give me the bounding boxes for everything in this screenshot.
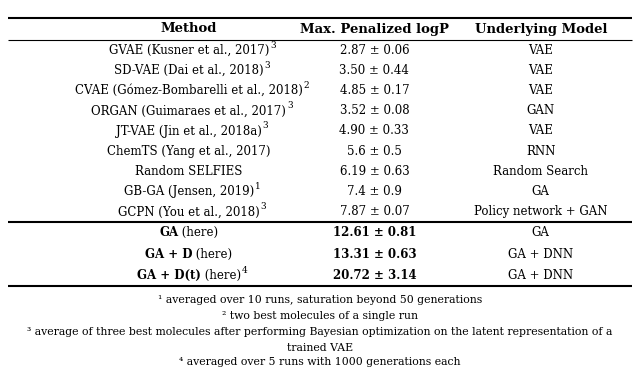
Text: Underlying Model: Underlying Model (474, 22, 607, 35)
Text: GA + D: GA + D (145, 247, 193, 260)
Text: 3.52 ± 0.08: 3.52 ± 0.08 (340, 104, 409, 117)
Text: (here): (here) (179, 226, 218, 239)
Text: SD-VAE (Dai et al., 2018): SD-VAE (Dai et al., 2018) (114, 64, 264, 77)
Text: 13.31 ± 0.63: 13.31 ± 0.63 (333, 247, 416, 260)
Text: GA: GA (532, 185, 550, 198)
Text: 4.85 ± 0.17: 4.85 ± 0.17 (340, 84, 409, 97)
Text: GA: GA (159, 226, 179, 239)
Text: (here): (here) (193, 247, 232, 260)
Text: ³ average of three best molecules after performing Bayesian optimization on the : ³ average of three best molecules after … (28, 327, 612, 337)
Text: 3: 3 (270, 41, 276, 49)
Text: 3.50 ± 0.44: 3.50 ± 0.44 (339, 64, 410, 77)
Text: 1: 1 (255, 182, 260, 191)
Text: Max. Penalized logP: Max. Penalized logP (300, 22, 449, 35)
Text: VAE: VAE (529, 84, 553, 97)
Text: 2: 2 (304, 81, 309, 90)
Text: ChemTS (Yang et al., 2017): ChemTS (Yang et al., 2017) (107, 145, 271, 158)
Text: ¹ averaged over 10 runs, saturation beyond 50 generations: ¹ averaged over 10 runs, saturation beyo… (158, 295, 482, 305)
Text: 3: 3 (287, 101, 293, 110)
Text: 7.87 ± 0.07: 7.87 ± 0.07 (340, 205, 409, 218)
Text: GVAE (Kusner et al., 2017): GVAE (Kusner et al., 2017) (109, 44, 269, 57)
Text: GB-GA (Jensen, 2019): GB-GA (Jensen, 2019) (124, 185, 254, 198)
Text: 3: 3 (264, 61, 270, 70)
Text: VAE: VAE (529, 64, 553, 77)
Text: CVAE (Gómez-Bombarelli et al., 2018): CVAE (Gómez-Bombarelli et al., 2018) (75, 84, 303, 97)
Text: ORGAN (Guimaraes et al., 2017): ORGAN (Guimaraes et al., 2017) (92, 104, 286, 117)
Text: 2.87 ± 0.06: 2.87 ± 0.06 (340, 44, 409, 57)
Text: Policy network + GAN: Policy network + GAN (474, 205, 607, 218)
Text: 4.90 ± 0.33: 4.90 ± 0.33 (339, 125, 410, 138)
Text: GA + D(t): GA + D(t) (137, 269, 201, 282)
Text: VAE: VAE (529, 44, 553, 57)
Text: ² two best molecules of a single run: ² two best molecules of a single run (222, 311, 418, 321)
Text: RNN: RNN (526, 145, 556, 158)
Text: 12.61 ± 0.81: 12.61 ± 0.81 (333, 226, 416, 239)
Text: (here): (here) (201, 269, 241, 282)
Text: 5.6 ± 0.5: 5.6 ± 0.5 (347, 145, 402, 158)
Text: GA + DNN: GA + DNN (508, 247, 573, 260)
Text: 4: 4 (242, 266, 248, 275)
Text: 7.4 ± 0.9: 7.4 ± 0.9 (347, 185, 402, 198)
Text: Method: Method (161, 22, 217, 35)
Text: 3: 3 (260, 202, 266, 211)
Text: GA + DNN: GA + DNN (508, 269, 573, 282)
Text: 20.72 ± 3.14: 20.72 ± 3.14 (333, 269, 416, 282)
Text: VAE: VAE (529, 125, 553, 138)
Text: GA: GA (532, 226, 550, 239)
Text: JT-VAE (Jin et al., 2018a): JT-VAE (Jin et al., 2018a) (116, 125, 262, 138)
Text: 3: 3 (263, 122, 268, 131)
Text: Random SELFIES: Random SELFIES (135, 165, 243, 178)
Text: GCPN (You et al., 2018): GCPN (You et al., 2018) (118, 205, 260, 218)
Text: trained VAE: trained VAE (287, 343, 353, 353)
Text: 6.19 ± 0.63: 6.19 ± 0.63 (340, 165, 409, 178)
Text: Random Search: Random Search (493, 165, 588, 178)
Text: GAN: GAN (527, 104, 555, 117)
Text: ⁴ averaged over 5 runs with 1000 generations each: ⁴ averaged over 5 runs with 1000 generat… (179, 357, 461, 367)
